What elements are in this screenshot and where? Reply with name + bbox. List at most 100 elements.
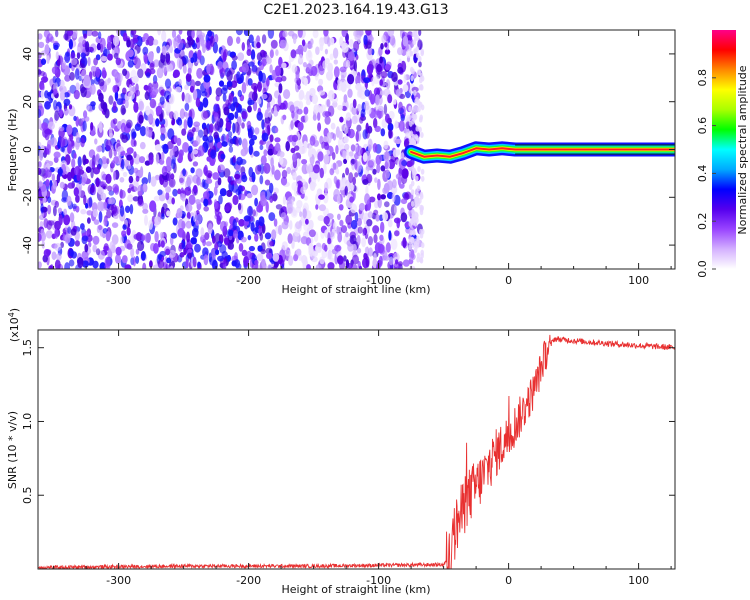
heatmap-cell	[90, 184, 95, 193]
heatmap-cell	[108, 148, 113, 159]
heatmap-cell	[139, 126, 147, 137]
heatmap-cell	[269, 240, 275, 247]
heatmap-cell	[279, 151, 285, 158]
heatmap-cell	[300, 186, 307, 194]
y-tick-label: 20	[21, 95, 34, 109]
heatmap-cell	[166, 58, 171, 65]
heatmap-cell	[192, 174, 200, 184]
heatmap-cell	[192, 42, 198, 50]
heatmap-cell	[99, 262, 107, 269]
heatmap-cell	[248, 166, 254, 178]
snr-line	[38, 334, 675, 569]
heatmap-cell	[84, 230, 90, 237]
heatmap-cell	[125, 119, 133, 129]
heatmap-cell	[261, 223, 266, 234]
heatmap-cell	[53, 99, 58, 111]
heatmap-cell	[314, 245, 319, 255]
heatmap-cell	[380, 221, 385, 233]
heatmap-cell	[329, 231, 335, 238]
heatmap-cell	[383, 140, 389, 150]
heatmap-cell	[274, 65, 282, 77]
heatmap-cell	[111, 222, 119, 229]
heatmap-cell	[164, 186, 171, 193]
spectrogram-y-label: Frequency (Hz)	[6, 109, 19, 192]
heatmap-cell	[238, 193, 246, 201]
heatmap-cell	[318, 204, 326, 212]
heatmap-cell	[58, 214, 63, 226]
heatmap-cell	[317, 112, 321, 121]
heatmap-cell	[122, 171, 128, 177]
heatmap-cell	[275, 49, 279, 56]
heatmap-cell	[186, 211, 191, 220]
heatmap-cell	[163, 90, 171, 100]
heatmap-cell	[222, 93, 227, 102]
heatmap-cell	[391, 192, 396, 203]
colorbar-tick-label: 0.0	[696, 260, 709, 278]
heatmap-cell	[257, 81, 262, 92]
heatmap-cell	[347, 128, 355, 139]
heatmap-cell	[55, 253, 62, 261]
heatmap-cell	[223, 168, 231, 178]
heatmap-cell	[248, 144, 253, 156]
heatmap-cell	[242, 63, 249, 73]
spectrogram-x-label: Height of straight line (km)	[281, 283, 430, 296]
heatmap-cell	[187, 37, 195, 46]
heatmap-cell	[307, 49, 312, 58]
snr-series	[38, 334, 675, 569]
heatmap-cell	[318, 90, 326, 96]
heatmap-cell	[51, 173, 55, 182]
heatmap-cell	[367, 236, 373, 246]
heatmap-cell	[260, 155, 267, 166]
heatmap-cell	[182, 64, 187, 74]
heatmap-cell	[142, 262, 147, 269]
heatmap-cell	[113, 149, 117, 157]
heatmap-cell	[206, 63, 211, 74]
heatmap-cell	[63, 98, 71, 107]
heatmap-cell	[122, 87, 127, 95]
heatmap-cell	[135, 248, 140, 255]
heatmap-cell	[302, 62, 307, 68]
heatmap-cell	[104, 263, 111, 269]
heatmap-cell	[57, 168, 63, 175]
heatmap-cell	[367, 160, 374, 168]
heatmap-cell	[328, 90, 335, 101]
heatmap-cell	[203, 127, 209, 137]
heatmap-cell	[384, 201, 390, 208]
heatmap-cell	[238, 243, 244, 252]
y-tick-label: 40	[21, 47, 34, 61]
heatmap-cell	[415, 96, 419, 103]
heatmap-cell	[74, 166, 79, 176]
heatmap-cell	[133, 140, 137, 147]
heatmap-cell	[260, 195, 267, 207]
heatmap-cell	[219, 220, 227, 232]
heatmap-cell	[59, 181, 65, 189]
heatmap-cell	[120, 235, 124, 244]
heatmap-cell	[228, 146, 234, 153]
heatmap-cell	[249, 138, 255, 146]
heatmap-cell	[160, 240, 165, 248]
heatmap-cell	[218, 80, 225, 87]
heatmap-cell	[310, 65, 318, 77]
heatmap-cell	[410, 236, 415, 243]
heatmap-cell	[54, 110, 60, 121]
heatmap-cell	[185, 258, 189, 269]
heatmap-cell	[295, 158, 301, 167]
heatmap-cell	[345, 167, 350, 176]
heatmap-cell	[348, 39, 354, 48]
heatmap-cell	[165, 248, 171, 256]
heatmap-cell	[259, 175, 264, 185]
heatmap-cell	[247, 235, 252, 241]
heatmap-cell	[69, 71, 75, 81]
heatmap-cell	[232, 122, 236, 134]
heatmap-cell	[416, 69, 421, 76]
heatmap-cell	[44, 90, 49, 99]
heatmap-cell	[233, 179, 238, 187]
heatmap-cell	[327, 243, 334, 251]
heatmap-cell	[236, 36, 241, 44]
heatmap-cell	[388, 110, 395, 120]
heatmap-cell	[351, 106, 357, 115]
heatmap-cell	[68, 259, 75, 267]
heatmap-cell	[124, 239, 131, 249]
heatmap-cell	[95, 177, 100, 188]
